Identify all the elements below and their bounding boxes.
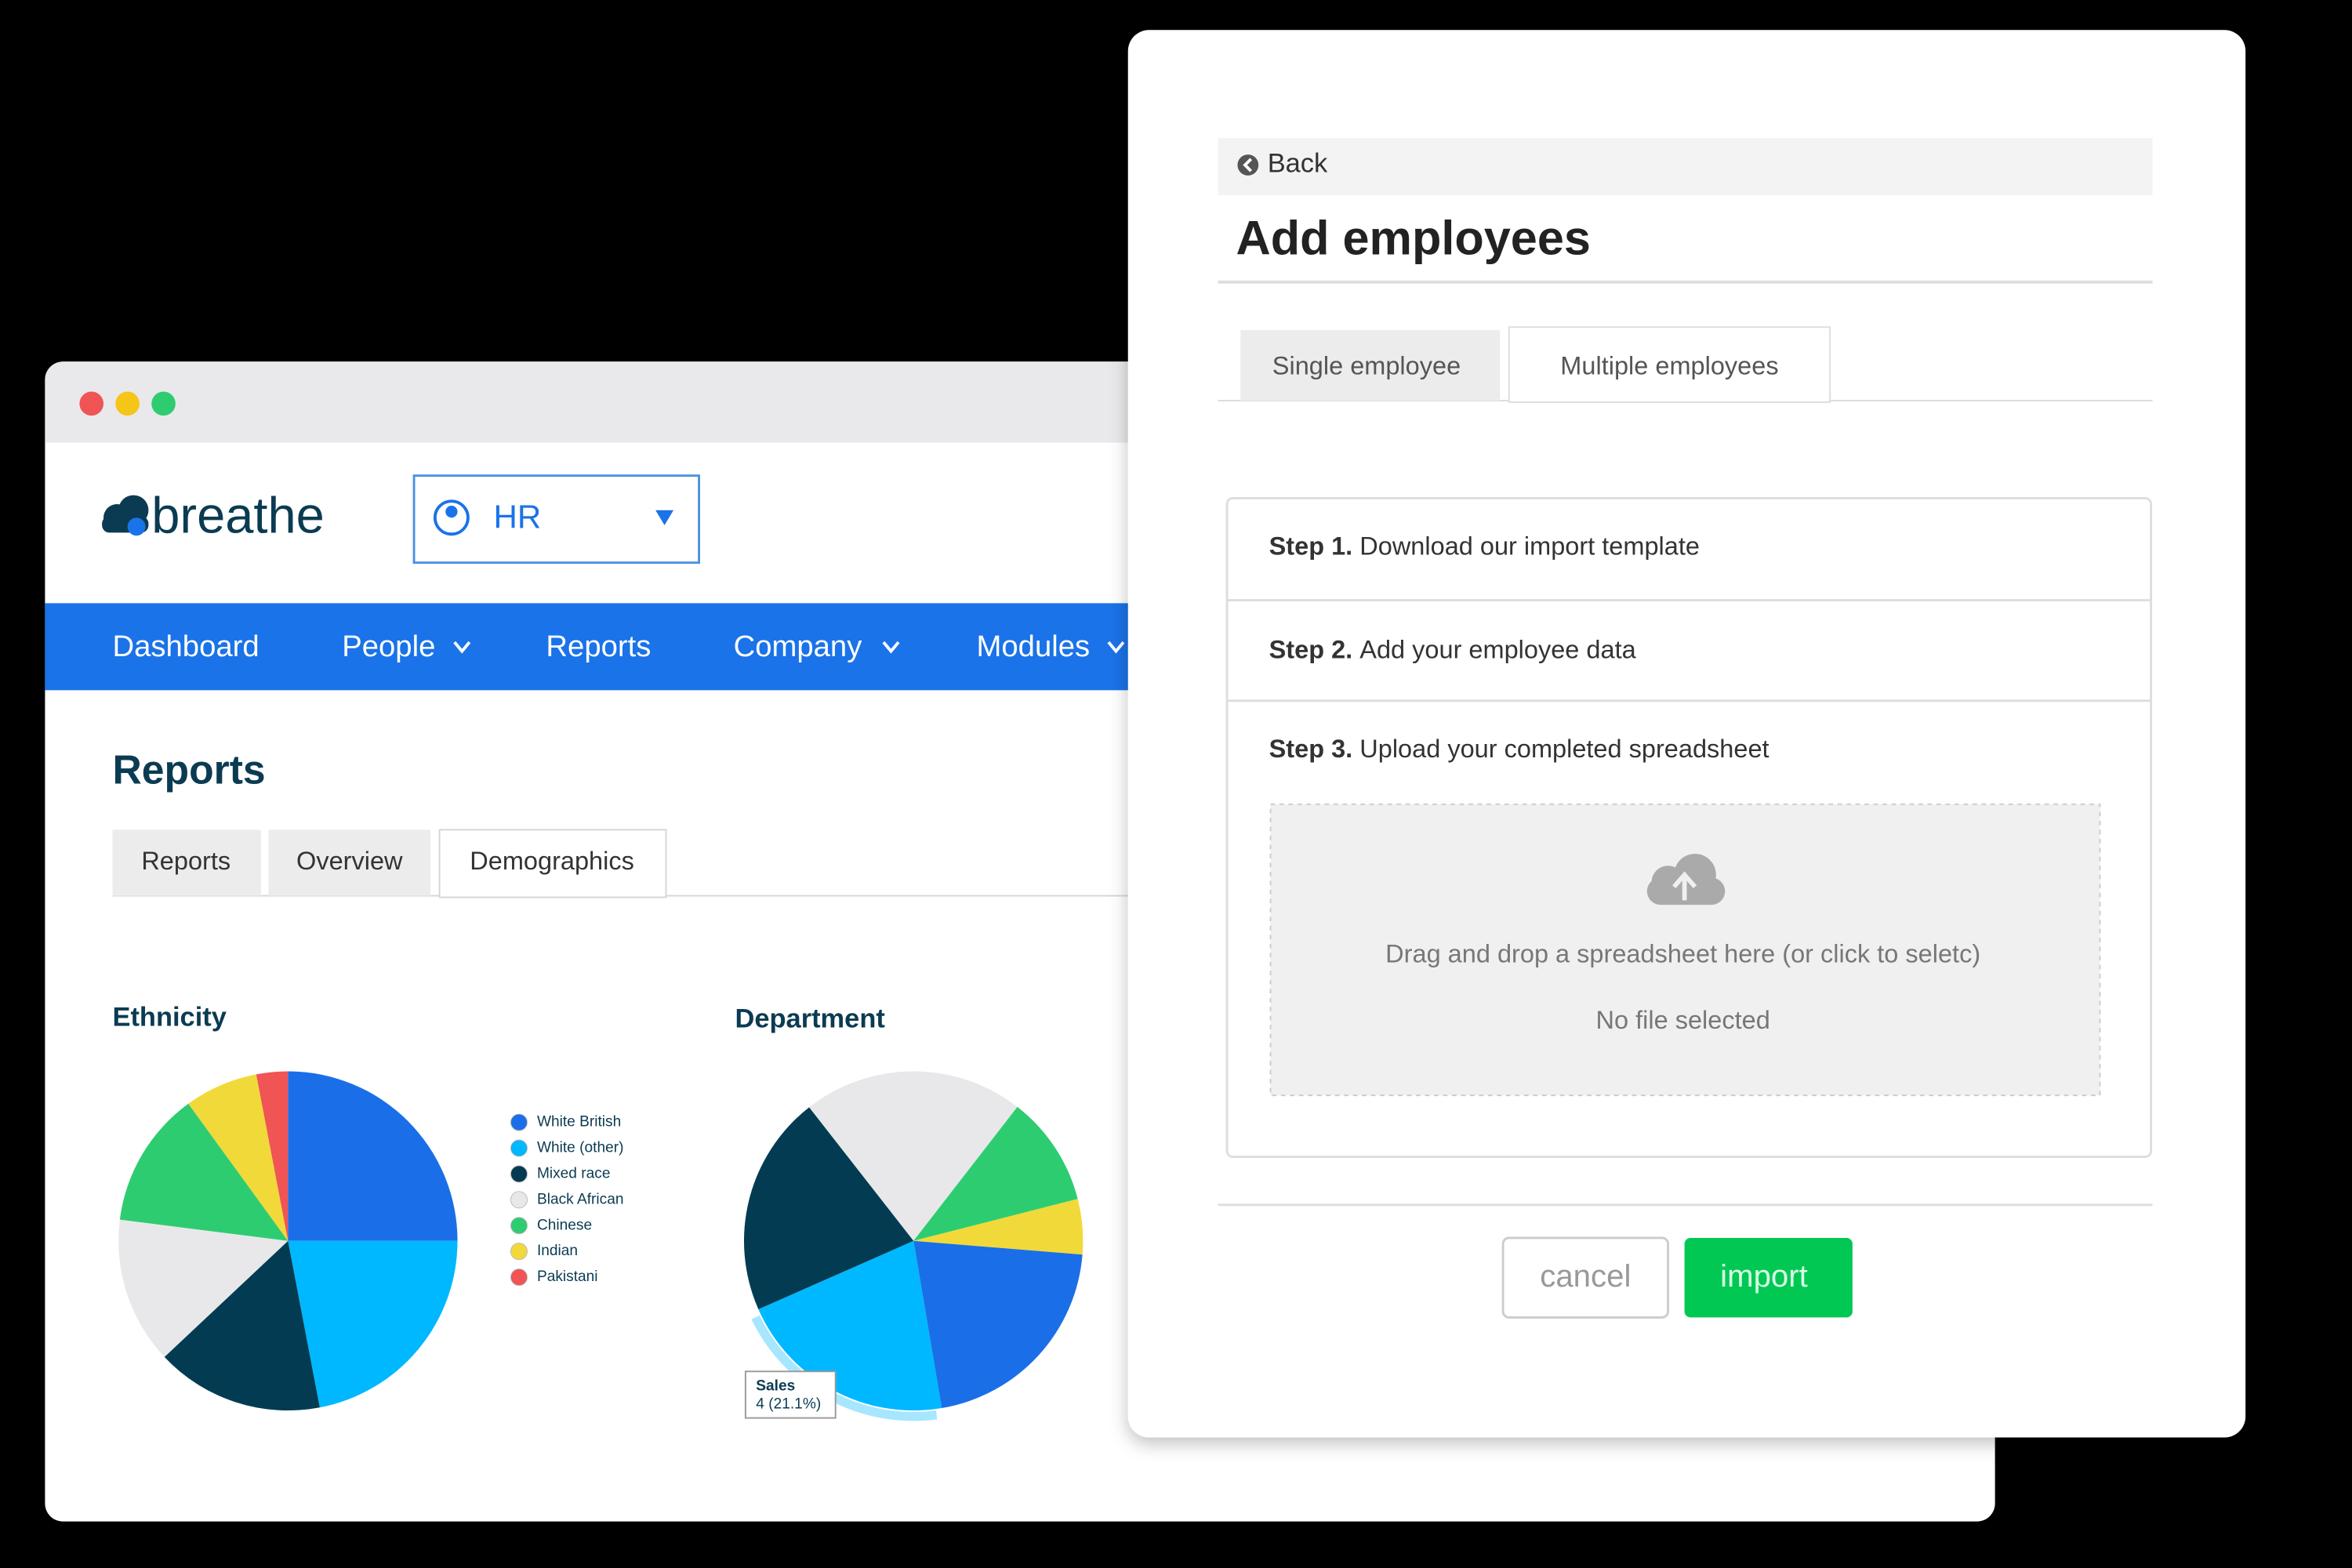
- max-dot[interactable]: [151, 391, 176, 416]
- chevron: [882, 641, 900, 654]
- selector[interactable]: [412, 474, 701, 564]
- step: Step 2. Add your employee data: [1269, 635, 1637, 663]
- button-label[interactable]: import: [1720, 1258, 1808, 1294]
- step-text: Upload your completed spreadsheet: [1359, 735, 1769, 763]
- tab-active[interactable]: [1508, 326, 1831, 403]
- legend-swatch: [510, 1269, 528, 1287]
- pie-slice: [164, 1240, 320, 1411]
- page-title: Reports: [112, 746, 265, 792]
- legend-label: Black African: [537, 1191, 624, 1207]
- nav-item[interactable]: People: [342, 630, 435, 663]
- pie-slice: [913, 1106, 1078, 1241]
- selector-text: HR: [493, 498, 541, 535]
- back-icon: [1243, 158, 1253, 172]
- close-dot[interactable]: [79, 391, 104, 416]
- chart-title: Department: [735, 1004, 886, 1034]
- step-label: Step 2.: [1269, 635, 1353, 663]
- logo-cloud: [127, 517, 146, 536]
- tab-label[interactable]: Single employee: [1272, 351, 1461, 379]
- import-button[interactable]: [1684, 1237, 1853, 1318]
- tab-label[interactable]: Multiple employees: [1560, 351, 1778, 379]
- pie-slice: [119, 1103, 289, 1241]
- legend-swatch: [510, 1165, 528, 1183]
- legend-swatch: [510, 1139, 528, 1157]
- pie-slice: [256, 1071, 289, 1241]
- file-status: No file selected: [1596, 1006, 1770, 1034]
- chart-title: Ethnicity: [112, 1003, 226, 1033]
- upload-icon: [1646, 853, 1726, 906]
- dropzone-text: Drag and drop a spreadsheet here (or cli…: [1385, 940, 1980, 968]
- pie-slice: [758, 1240, 942, 1411]
- tab-label[interactable]: Reports: [141, 847, 230, 875]
- nav-item[interactable]: Dashboard: [112, 630, 259, 663]
- user-icon: [433, 499, 470, 536]
- pie-slice: [809, 1071, 1018, 1241]
- legend-swatch: [510, 1217, 528, 1235]
- nav-bar: [45, 603, 1141, 691]
- nav-item[interactable]: Modules: [977, 630, 1091, 663]
- step-text: Add your employee data: [1359, 635, 1636, 663]
- legend-swatch: [510, 1113, 528, 1131]
- pie-slice: [118, 1219, 289, 1357]
- tooltip-title: Sales: [756, 1377, 795, 1394]
- chevron: [453, 641, 471, 654]
- dialog-title: Add employees: [1236, 211, 1591, 264]
- min-dot[interactable]: [115, 391, 140, 416]
- legend-label: Pakistani: [537, 1269, 598, 1285]
- legend-label: Mixed race: [537, 1165, 611, 1181]
- pie-slice: [743, 1107, 914, 1310]
- legend-label: White (other): [537, 1140, 624, 1156]
- arrow: [1672, 871, 1697, 901]
- tab-label[interactable]: Overview: [296, 847, 403, 875]
- legend-swatch: [510, 1243, 528, 1261]
- step-text[interactable]: Download our import template: [1359, 532, 1700, 560]
- tooltip: [744, 1370, 837, 1419]
- step-label: Step 3.: [1269, 735, 1353, 763]
- legend-label: White British: [537, 1114, 621, 1131]
- dropdown-arrow: [655, 510, 674, 525]
- dropzone[interactable]: [1269, 803, 2101, 1097]
- button-label[interactable]: cancel: [1540, 1258, 1631, 1294]
- legend-swatch: [510, 1191, 528, 1209]
- tab[interactable]: [268, 829, 431, 896]
- dialog: Back Add employees Single employee Multi…: [1127, 30, 2246, 1438]
- back-icon[interactable]: [1237, 154, 1259, 176]
- nav-item[interactable]: Company: [734, 630, 863, 663]
- user-icon: [445, 505, 458, 518]
- legend-label: Chinese: [537, 1217, 592, 1233]
- legend-label: Indian: [537, 1243, 578, 1259]
- step: Step 1. Download our import template: [1269, 532, 1700, 560]
- pie-slice: [188, 1074, 289, 1241]
- tooltip-value: 4 (21.1%): [756, 1396, 821, 1412]
- charts: White British White (other) Mixed race Blac…: [118, 1071, 1083, 1421]
- back-bar: [1218, 138, 2153, 195]
- pie-slice: [288, 1240, 458, 1408]
- step-label: Step 1.: [1269, 532, 1353, 560]
- logo: breathe: [102, 486, 325, 543]
- logo-text: breathe: [151, 486, 325, 543]
- pie-slice: [913, 1199, 1083, 1255]
- tab-active[interactable]: [438, 829, 667, 898]
- step: Step 3. Upload your completed spreadshee…: [1269, 735, 1769, 763]
- pie-slice: [288, 1071, 458, 1241]
- back-link[interactable]: Back: [1268, 149, 1328, 179]
- pie-slice: [913, 1240, 1083, 1409]
- tab[interactable]: [1240, 330, 1501, 401]
- tab[interactable]: [112, 829, 261, 896]
- cancel-button[interactable]: [1501, 1236, 1669, 1319]
- nav-item[interactable]: Reports: [546, 630, 651, 663]
- chevron: [1107, 641, 1125, 654]
- tab-label[interactable]: Demographics: [470, 847, 634, 875]
